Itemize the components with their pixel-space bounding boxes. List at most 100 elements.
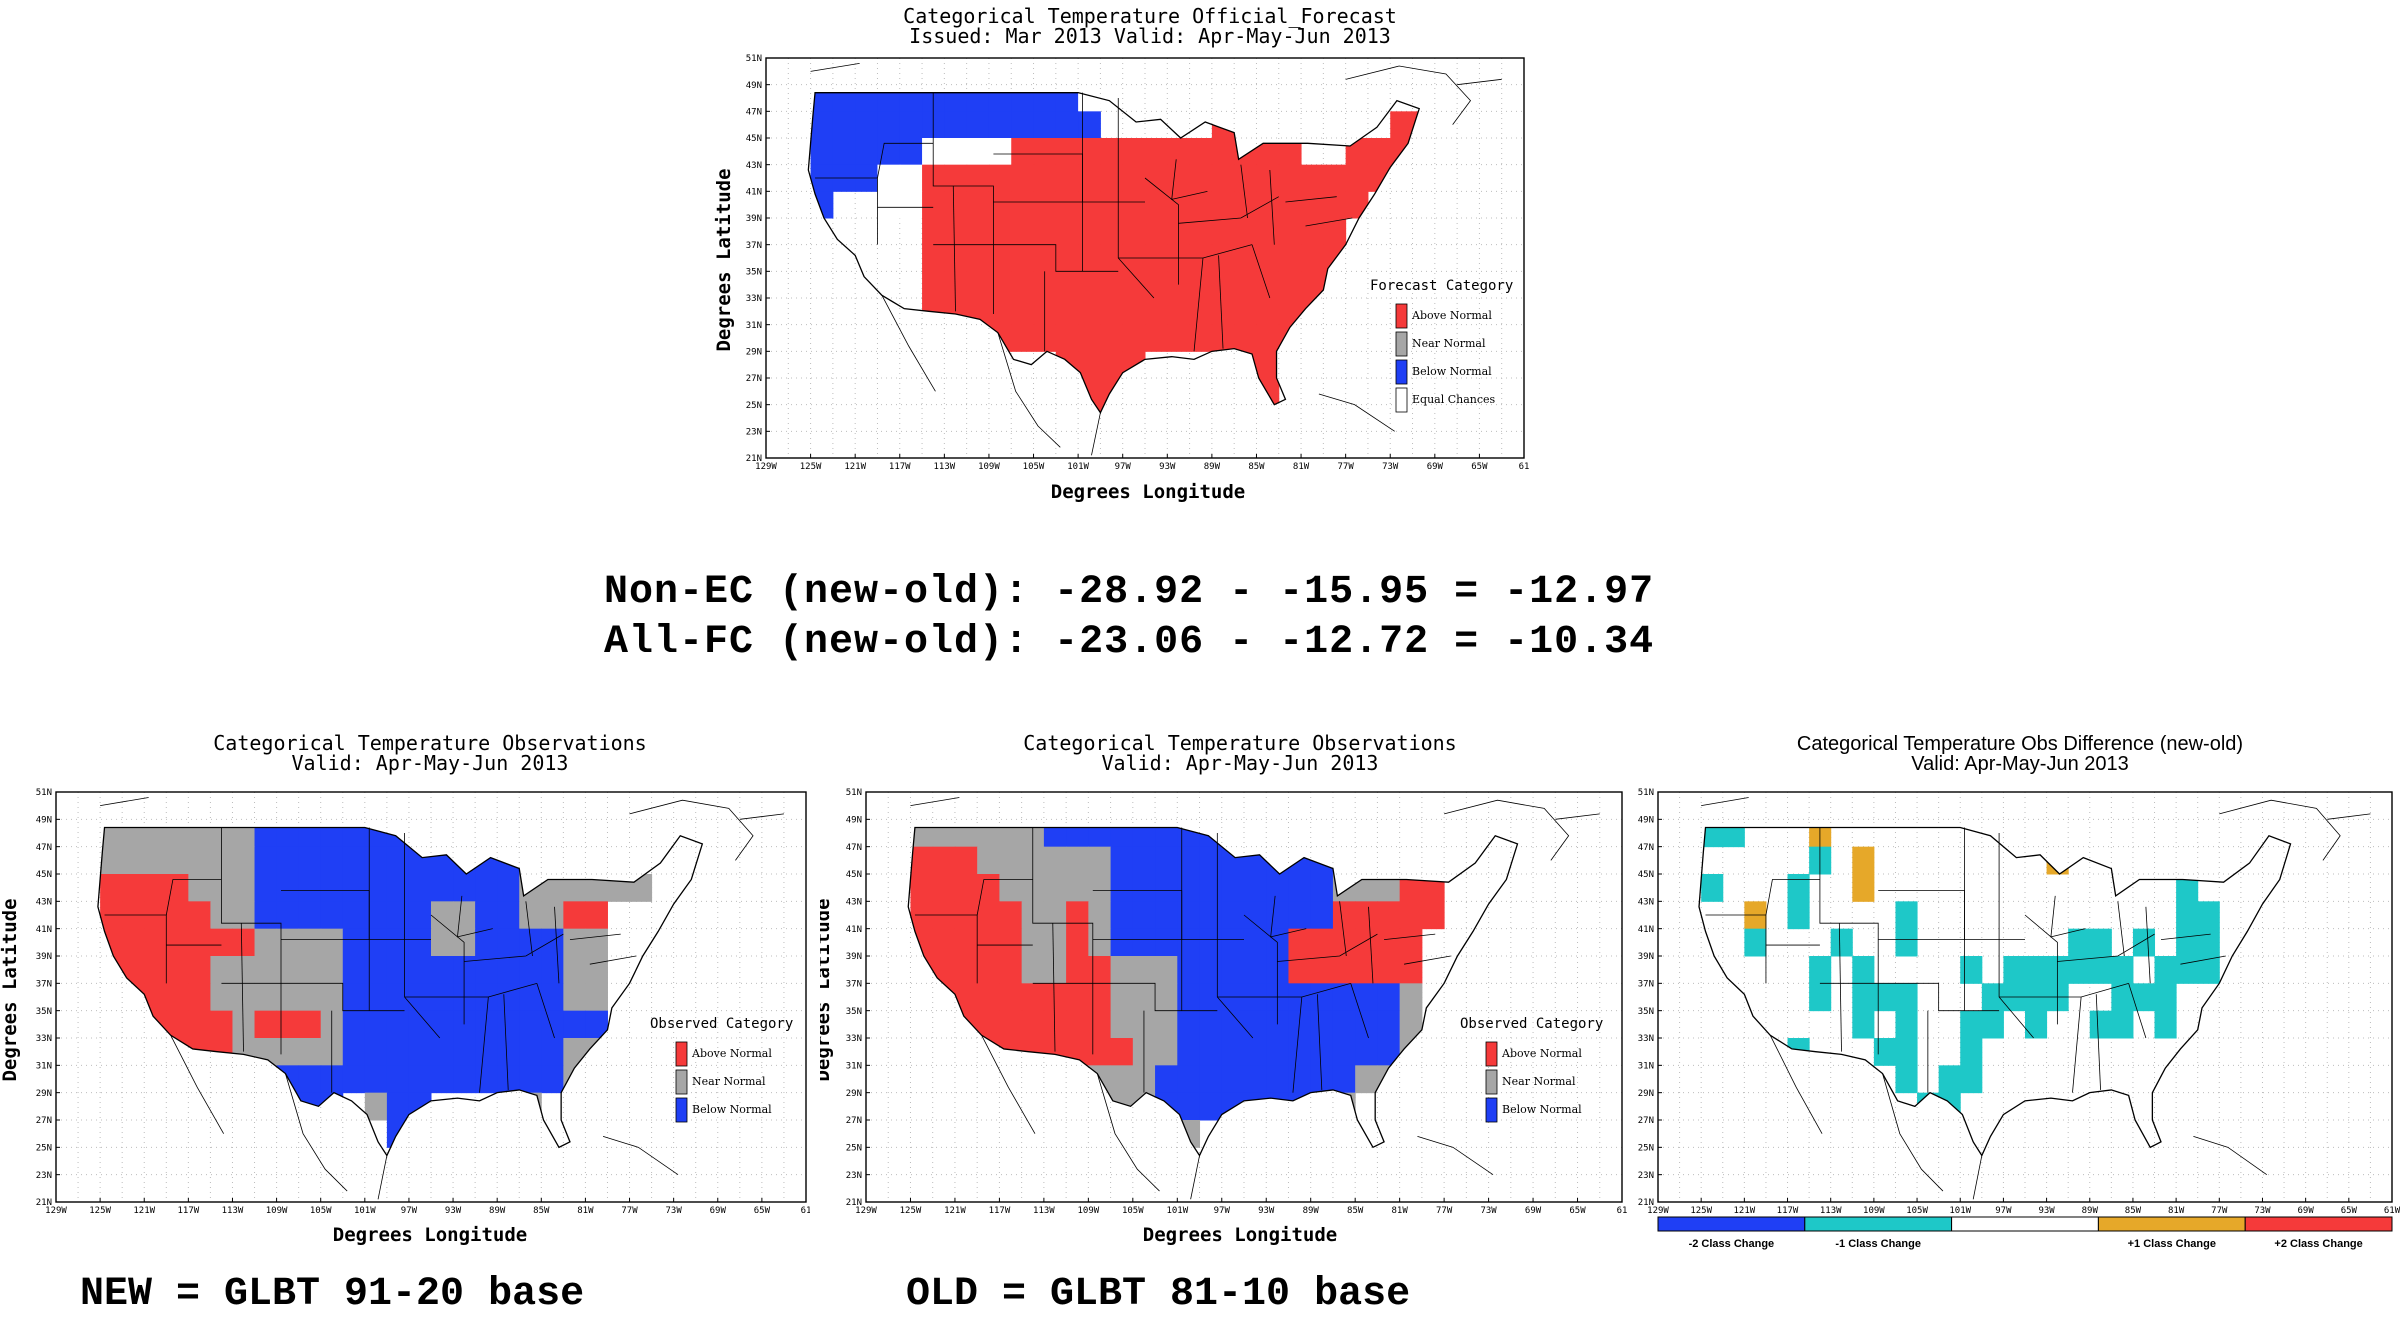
category-cell <box>1177 1010 1201 1039</box>
category-cell <box>855 92 878 112</box>
category-cell <box>122 827 145 848</box>
category-cell <box>999 956 1023 984</box>
category-cell <box>1177 956 1201 984</box>
category-cell <box>1301 271 1324 299</box>
state-border <box>1306 218 1353 226</box>
state-border <box>2180 956 2225 964</box>
category-cell <box>1177 928 1201 957</box>
category-cell <box>966 92 990 112</box>
category-cell <box>810 111 834 139</box>
lon-tick-label: 65W <box>1471 462 1488 472</box>
category-cell <box>1167 298 1191 326</box>
lat-tick-label: 49N <box>746 81 762 91</box>
lat-tick-label: 47N <box>746 107 762 117</box>
category-cell <box>1167 324 1191 352</box>
category-cell <box>342 874 366 902</box>
category-cell <box>166 874 189 902</box>
category-cell <box>1100 271 1124 299</box>
category-cell <box>1744 928 1767 957</box>
category-cell <box>364 1065 388 1094</box>
category-cell <box>1355 874 1378 902</box>
category-cell <box>2176 901 2199 930</box>
lon-tick-label: 65W <box>1569 1206 1586 1216</box>
category-cell <box>188 1010 211 1039</box>
lat-tick-label: 37N <box>746 241 762 251</box>
category-cell <box>1011 298 1035 326</box>
colorbar-segment <box>1657 1216 1806 1232</box>
category-cell <box>1078 138 1101 166</box>
category-cell <box>408 1010 432 1039</box>
state-border <box>480 997 489 1093</box>
lon-tick-label: 61 <box>1617 1206 1628 1216</box>
category-cell <box>320 983 344 1012</box>
category-cell <box>2176 956 2199 984</box>
legend-swatch <box>675 1097 688 1123</box>
category-cell <box>977 827 1000 848</box>
category-cell <box>1377 1038 1401 1066</box>
lat-tick-label: 23N <box>1638 1171 1654 1181</box>
lat-tick-label: 27N <box>746 374 762 384</box>
category-cell <box>1310 1038 1334 1066</box>
category-cell <box>877 111 901 139</box>
category-cell <box>1809 956 1832 984</box>
category-cell <box>966 138 990 166</box>
category-cell <box>1278 271 1302 299</box>
category-cell <box>122 874 145 902</box>
category-cell <box>932 846 956 875</box>
category-cell <box>320 827 344 848</box>
state-border <box>977 879 1033 915</box>
category-cell <box>966 244 990 272</box>
lon-tick-label: 117W <box>1777 1206 1799 1216</box>
category-cell <box>1043 983 1067 1012</box>
state-border <box>2146 907 2150 984</box>
category-cell <box>1266 1065 1289 1094</box>
category-cell <box>1244 901 1267 930</box>
category-cell <box>1066 901 1089 930</box>
category-cell <box>977 846 1000 875</box>
diff-map: Categorical Temperature Obs Difference (… <box>1638 733 2400 1250</box>
category-cell <box>1310 901 1334 930</box>
category-cell <box>1256 164 1280 192</box>
category-cell <box>1981 1010 2004 1039</box>
lon-tick-label: 93W <box>1159 462 1176 472</box>
lon-tick-label: 105W <box>1122 1206 1144 1216</box>
category-cell <box>1132 901 1156 930</box>
category-cell <box>1355 1010 1378 1039</box>
category-cell <box>1852 874 1875 902</box>
lon-tick-label: 81W <box>577 1206 594 1216</box>
category-cell <box>877 191 901 219</box>
category-cell <box>1110 1038 1134 1066</box>
category-cell <box>877 92 901 112</box>
category-cell <box>922 218 945 246</box>
category-cell <box>188 901 211 930</box>
legend-label: Near Normal <box>1412 337 1486 350</box>
category-cell <box>475 874 498 902</box>
category-cell <box>1355 983 1378 1012</box>
category-cell <box>1011 218 1035 246</box>
lat-tick-label: 37N <box>846 979 862 989</box>
category-cell <box>1066 956 1089 984</box>
category-cell <box>977 874 1000 902</box>
lon-tick-label: 85W <box>2125 1206 2142 1216</box>
category-cell <box>1145 218 1168 246</box>
lon-tick-label: 85W <box>1248 462 1265 472</box>
category-cell <box>977 983 1000 1012</box>
category-cell <box>1199 928 1223 957</box>
category-cell <box>1033 138 1057 166</box>
category-cell <box>2068 928 2091 957</box>
category-cell <box>1355 1038 1378 1066</box>
category-cell <box>944 244 968 272</box>
lon-tick-label: 109W <box>1078 1206 1100 1216</box>
category-cell <box>1895 1065 1918 1094</box>
category-cell <box>1332 1038 1356 1066</box>
category-cell <box>1011 111 1035 139</box>
lon-tick-label: 69W <box>2298 1206 2315 1216</box>
category-cell <box>944 218 968 246</box>
forecast-map: Categorical Temperature Official_Forecas… <box>713 4 1529 503</box>
category-cell <box>276 956 300 984</box>
obs-old-title-line2: Valid: Apr-May-Jun 2013 <box>1102 751 1379 775</box>
category-cell <box>585 1010 608 1039</box>
category-cell <box>1199 1038 1223 1066</box>
state-border <box>1705 915 1765 983</box>
lat-tick-label: 39N <box>846 952 862 962</box>
